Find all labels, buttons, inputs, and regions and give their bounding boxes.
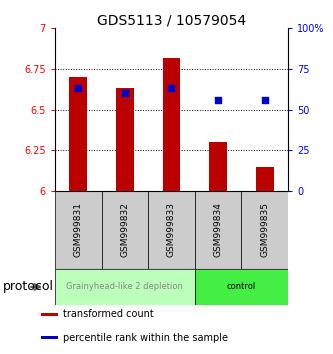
Title: GDS5113 / 10579054: GDS5113 / 10579054 bbox=[97, 13, 246, 27]
Bar bbox=[241, 191, 288, 269]
Bar bbox=[163, 58, 180, 191]
Bar bbox=[195, 191, 241, 269]
Text: transformed count: transformed count bbox=[63, 309, 154, 319]
Text: GSM999835: GSM999835 bbox=[260, 202, 269, 257]
Bar bbox=[256, 166, 274, 191]
Point bbox=[169, 86, 174, 91]
Bar bbox=[41, 313, 58, 316]
Bar bbox=[116, 88, 134, 191]
Text: protocol: protocol bbox=[3, 280, 54, 293]
Bar bbox=[209, 142, 227, 191]
Bar bbox=[195, 269, 288, 305]
Point bbox=[215, 97, 221, 103]
Bar bbox=[148, 191, 195, 269]
Text: control: control bbox=[227, 282, 256, 291]
Text: GSM999832: GSM999832 bbox=[120, 202, 130, 257]
Bar bbox=[55, 191, 102, 269]
Text: GSM999831: GSM999831 bbox=[74, 202, 83, 257]
Point bbox=[262, 97, 267, 103]
Bar bbox=[102, 191, 148, 269]
Bar bbox=[41, 336, 58, 339]
Point bbox=[122, 91, 128, 96]
Text: GSM999834: GSM999834 bbox=[213, 202, 223, 257]
Text: percentile rank within the sample: percentile rank within the sample bbox=[63, 333, 228, 343]
Text: Grainyhead-like 2 depletion: Grainyhead-like 2 depletion bbox=[67, 282, 183, 291]
Text: GSM999833: GSM999833 bbox=[167, 202, 176, 257]
Bar bbox=[55, 269, 195, 305]
Point bbox=[76, 86, 81, 91]
Bar bbox=[69, 77, 87, 191]
